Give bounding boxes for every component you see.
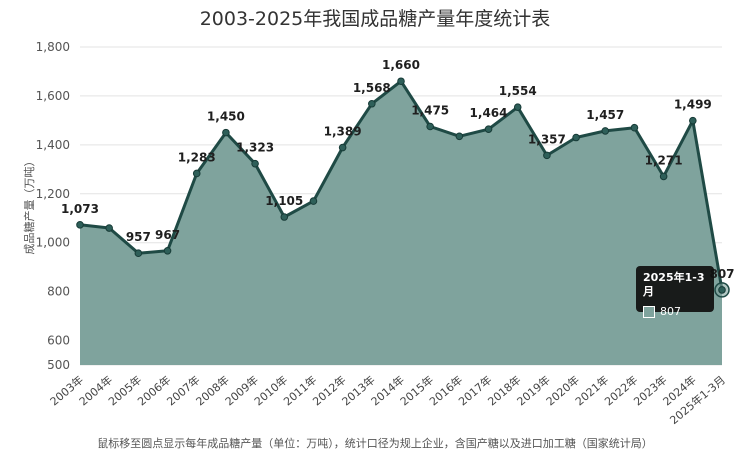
data-label: 1,323 — [236, 141, 274, 155]
data-label: 1,357 — [528, 132, 566, 146]
data-label: 1,457 — [586, 108, 624, 122]
data-point[interactable] — [718, 286, 726, 294]
data-point[interactable] — [601, 127, 610, 135]
data-label: 1,389 — [324, 125, 362, 139]
data-label: 1,554 — [499, 84, 537, 98]
data-point[interactable] — [543, 151, 551, 160]
data-point[interactable] — [689, 116, 697, 125]
data-label: 1,568 — [353, 81, 391, 95]
y-tick-label: 1,600 — [36, 89, 70, 103]
y-tick-label: 1,000 — [36, 236, 70, 250]
data-point[interactable] — [572, 133, 580, 142]
data-label: 1,475 — [411, 104, 449, 118]
data-label: 807 — [709, 267, 734, 281]
data-label: 967 — [155, 228, 180, 242]
y-tick-label: 500 — [47, 358, 70, 372]
tooltip-row: 807 — [643, 305, 707, 318]
chart-title: 2003-2025年我国成品糖产量年度统计表 — [200, 8, 551, 30]
data-label: 957 — [126, 230, 151, 244]
data-label: 1,271 — [645, 153, 683, 167]
data-point[interactable] — [338, 143, 347, 152]
data-labels: 1,073 957 967 1,283 1,450 1,323 1,105 1,389 1,56… — [61, 58, 735, 281]
data-point[interactable] — [251, 159, 259, 168]
data-label: 1,283 — [178, 150, 216, 164]
y-axis-label: 成品糖产量（万吨） — [22, 156, 36, 255]
data-tooltip: 2025年1-3月 807 — [636, 266, 714, 318]
tooltip-swatch — [643, 305, 655, 318]
data-point[interactable] — [76, 221, 84, 229]
data-point[interactable] — [309, 197, 318, 205]
y-tick-label: 600 — [47, 334, 70, 348]
y-tick-label: 1,800 — [36, 40, 70, 54]
y-axis-ticks: 1,800 1,600 1,400 1,200 1,000 800 600 500 — [36, 40, 70, 372]
data-label: 1,660 — [382, 58, 420, 72]
data-point[interactable] — [397, 77, 405, 86]
area-fill — [80, 81, 722, 365]
x-axis-ticks: 2003年2004年2005年2006年2007年2008年2009年2010年… — [47, 373, 728, 427]
y-tick-label: 1,400 — [36, 138, 70, 152]
data-point[interactable] — [484, 125, 493, 133]
data-label: 1,499 — [674, 98, 712, 112]
data-point[interactable] — [426, 122, 434, 131]
data-point[interactable] — [630, 123, 639, 132]
area-series — [79, 79, 724, 365]
y-tick-label: 800 — [47, 285, 70, 299]
data-point[interactable] — [513, 103, 522, 111]
footnote: 鼠标移至圆点显示每年成品糖产量（单位：万吨），统计口径为规上企业，含国产糖以及进… — [97, 436, 653, 450]
tooltip-title: 2025年1-3月 — [643, 271, 705, 298]
data-point[interactable] — [455, 132, 464, 141]
data-point[interactable] — [105, 224, 113, 232]
data-point[interactable] — [163, 246, 172, 255]
data-label: 1,105 — [265, 194, 303, 208]
data-point[interactable] — [280, 213, 289, 221]
data-point[interactable] — [222, 128, 230, 137]
data-point[interactable] — [659, 172, 668, 181]
data-label: 1,450 — [207, 110, 245, 124]
tooltip-value: 807 — [660, 305, 681, 318]
data-point[interactable] — [134, 249, 143, 258]
data-point[interactable] — [368, 99, 376, 108]
data-point[interactable] — [192, 169, 201, 178]
y-tick-label: 1,200 — [36, 187, 70, 201]
data-label: 1,464 — [470, 106, 508, 120]
data-label: 1,073 — [61, 202, 99, 216]
data-points[interactable] — [76, 77, 730, 298]
